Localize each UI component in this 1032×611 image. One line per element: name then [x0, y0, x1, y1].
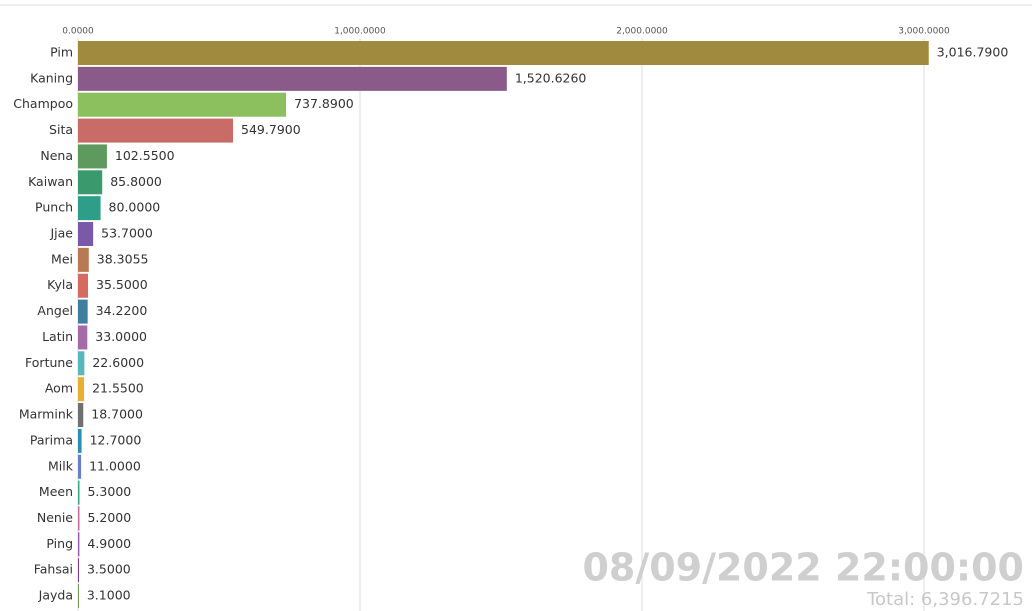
bar: [78, 222, 94, 247]
category-label: Meen: [39, 484, 73, 499]
category-label: Aom: [45, 381, 73, 396]
x-tick-label: 1,000.0000: [334, 27, 386, 37]
bar: [78, 325, 88, 350]
value-label: 3,016.7900: [937, 45, 1009, 60]
bar: [78, 558, 79, 583]
value-label: 549.7900: [241, 122, 301, 137]
category-label: Angel: [37, 303, 73, 318]
category-label: Mei: [51, 251, 73, 266]
bar: [78, 92, 287, 117]
category-label: Fahsai: [34, 562, 73, 577]
value-label: 18.7000: [91, 407, 143, 422]
category-label: Sita: [49, 122, 73, 137]
x-tick-label: 3,000.0000: [898, 27, 950, 37]
bar: [78, 506, 80, 531]
bar: [78, 273, 89, 298]
category-label: Milk: [48, 458, 74, 473]
category-label: Parima: [30, 432, 73, 447]
value-label: 102.5500: [115, 148, 175, 163]
total-label: Total: 6,396.7215: [866, 589, 1024, 610]
value-label: 4.9000: [87, 536, 131, 551]
x-tick-label: 2,000.0000: [616, 27, 668, 37]
bar: [78, 144, 107, 169]
value-label: 38.3055: [97, 251, 149, 266]
bar: [78, 66, 507, 91]
bar: [78, 377, 85, 402]
value-label: 22.6000: [92, 355, 144, 370]
category-label: Jjae: [49, 226, 73, 241]
category-label: Champoo: [13, 96, 73, 111]
bar: [78, 118, 234, 143]
bar: [78, 480, 80, 505]
category-label: Fortune: [25, 355, 73, 370]
bar: [78, 299, 88, 324]
value-label: 80.0000: [109, 200, 161, 215]
bar: [78, 41, 929, 65]
bar: [78, 428, 82, 453]
value-label: 35.5000: [96, 277, 148, 292]
value-label: 3.1000: [87, 588, 131, 603]
bar: [78, 403, 84, 428]
value-label: 5.2000: [87, 510, 131, 525]
category-label: Kaiwan: [28, 174, 73, 189]
value-label: 85.8000: [110, 174, 162, 189]
value-label: 33.0000: [95, 329, 147, 344]
bar: [78, 247, 89, 272]
value-label: 11.0000: [89, 458, 141, 473]
bar: [78, 196, 101, 221]
bar: [78, 454, 82, 479]
category-label: Latin: [42, 329, 73, 344]
category-label: Kyla: [47, 277, 73, 292]
x-tick-label: 0.0000: [62, 27, 94, 37]
category-label: Marmink: [19, 407, 74, 422]
category-label: Ping: [46, 536, 73, 551]
bar: [78, 170, 103, 195]
value-label: 12.7000: [90, 432, 142, 447]
value-label: 5.3000: [87, 484, 131, 499]
value-label: 1,520.6260: [515, 70, 587, 85]
category-label: Nenie: [37, 510, 73, 525]
category-label: Jayda: [38, 588, 73, 603]
value-label: 53.7000: [101, 226, 153, 241]
bar: [78, 584, 79, 609]
value-label: 21.5500: [92, 381, 144, 396]
value-label: 3.5000: [87, 562, 131, 577]
value-label: 737.8900: [294, 96, 354, 111]
category-label: Kaning: [30, 70, 73, 85]
bars: Pim 3,016.7900 Kaning 1,520.6260 Champoo 737.…: [13, 41, 1009, 609]
bar: [78, 351, 85, 376]
value-label: 34.2200: [96, 303, 148, 318]
category-label: Nena: [40, 148, 73, 163]
category-label: Punch: [35, 200, 73, 215]
bar: [78, 532, 80, 557]
date-label: 08/09/2022 22:00:00: [582, 546, 1024, 590]
category-label: Pim: [50, 45, 73, 60]
